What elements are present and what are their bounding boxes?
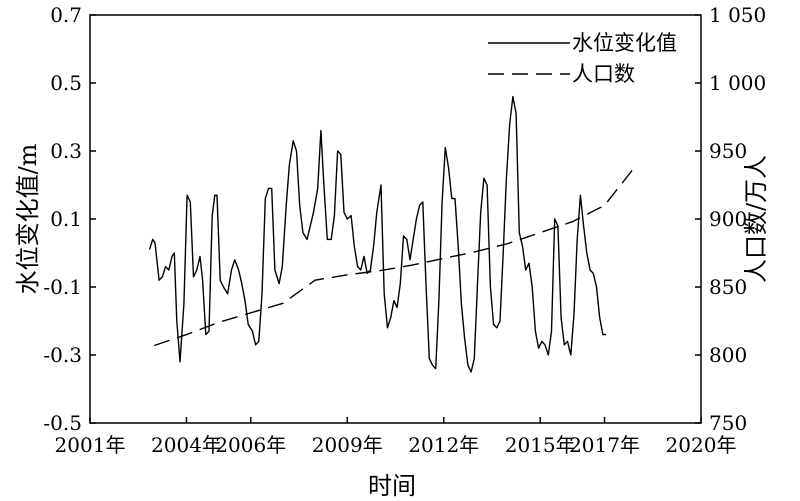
series-line-population [154,164,638,347]
x-tick-label: 2006年 [215,433,286,457]
y-right-tick-label: 750 [709,411,747,435]
y-left-tick-label: -0.3 [43,343,82,367]
x-tick-label: 2015年 [505,433,576,457]
y-left-axis-title: 水位变化值/m [14,143,42,294]
y-left-tick-label: 0.1 [50,207,82,231]
y-right-axis-ticks: 750 800 850 900 950 1 000 1 050 [695,3,766,435]
legend: 水位变化值 人口数 [488,31,677,86]
y-right-tick-label: 950 [709,139,747,163]
y-left-axis-ticks: -0.5 -0.3 -0.1 0.1 0.3 0.5 0.7 [43,3,96,435]
x-tick-label: 2017年 [569,433,640,457]
x-tick-label: 2001年 [55,433,126,457]
y-right-tick-label: 1 000 [709,71,766,95]
x-tick-label: 2012年 [408,433,479,457]
x-tick-label: 2009年 [312,433,383,457]
y-right-tick-label: 800 [709,343,747,367]
x-tick-label: 2020年 [666,433,737,457]
y-left-tick-label: -0.5 [43,411,82,435]
legend-label-population: 人口数 [572,62,635,86]
y-left-tick-label: 0.5 [50,71,82,95]
y-right-tick-label: 850 [709,275,747,299]
x-tick-label: 2004年 [151,433,222,457]
y-left-tick-label: 0.7 [50,3,82,27]
series-layer [148,95,638,373]
y-right-axis-title: 人口数/万人 [742,155,770,283]
legend-label-water-level: 水位变化值 [572,31,677,55]
y-left-tick-label: 0.3 [50,139,82,163]
y-left-tick-label: -0.1 [43,275,82,299]
y-right-tick-label: 900 [709,207,747,231]
y-right-tick-label: 1 050 [709,3,766,27]
x-axis-title: 时间 [368,472,416,500]
series-line-water-level [148,95,607,373]
